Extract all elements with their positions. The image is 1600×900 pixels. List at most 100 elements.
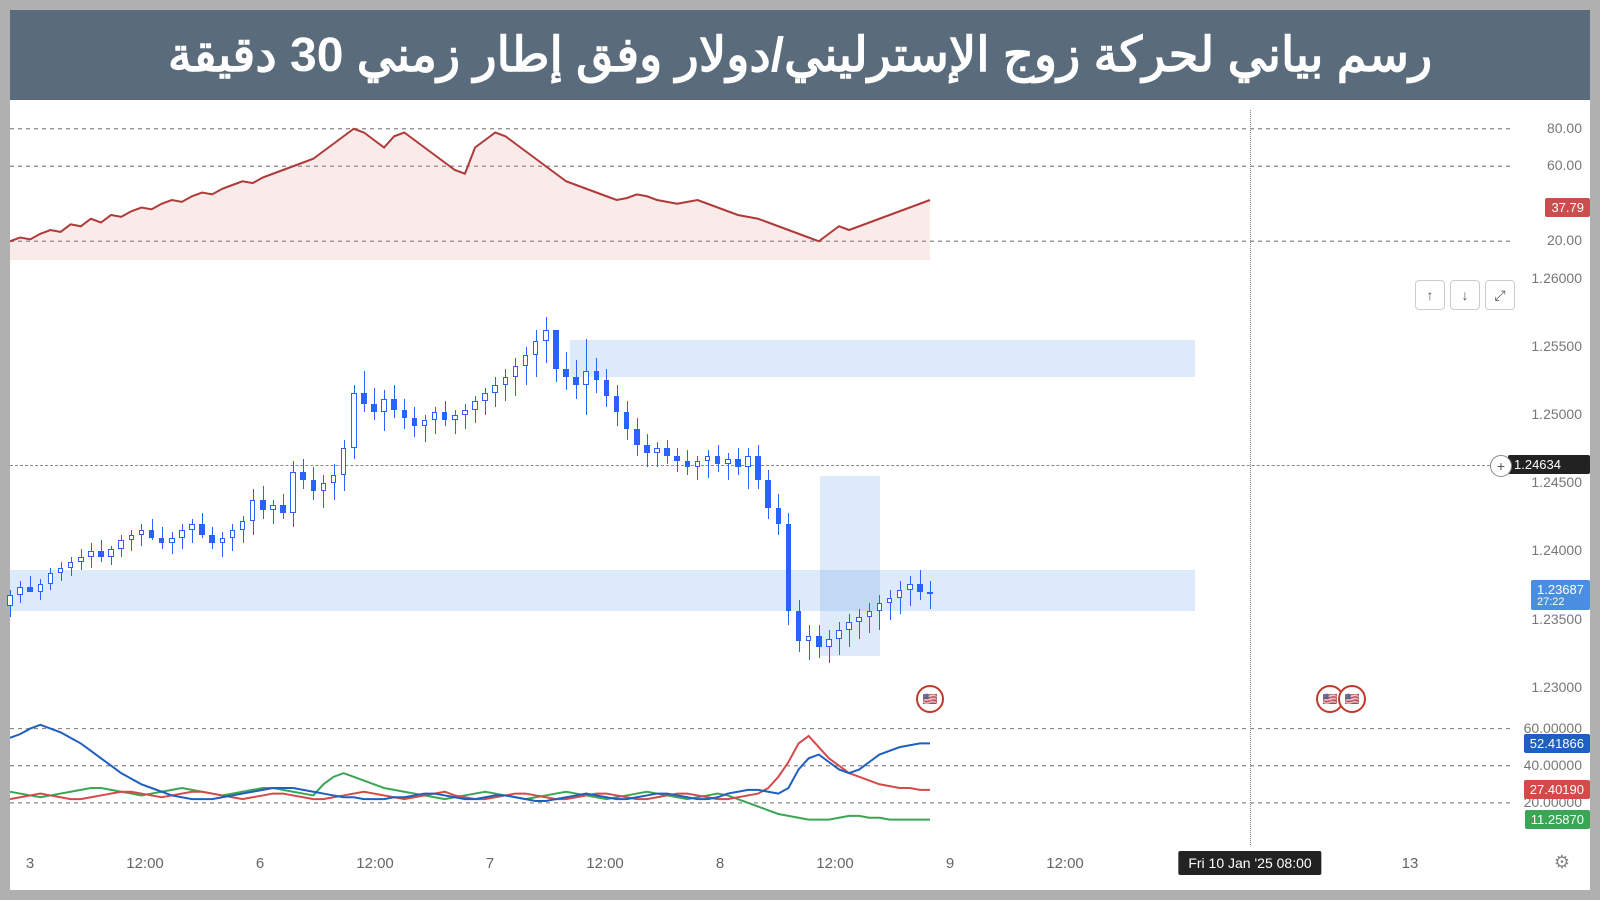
candle-body [230, 530, 236, 538]
candle-body [108, 549, 114, 557]
chart-area[interactable]: ↑ ↓ ⤢ 20.0060.0080.0037.791.260001.25500… [10, 100, 1590, 890]
candle-body [877, 603, 883, 611]
crosshair-time-tag: Fri 10 Jan '25 08:00 [1178, 851, 1321, 875]
candle-wick [192, 519, 193, 544]
candle-body [321, 483, 327, 491]
candle-body [917, 584, 923, 592]
candle-body [715, 456, 721, 464]
candle-body [169, 538, 175, 543]
candle-body [826, 639, 832, 647]
candle-wick [829, 630, 830, 663]
adx-red-tag: 27.40190 [1524, 780, 1590, 799]
chart-title: رسم بياني لحركة زوج الإسترليني/دولار وفق… [168, 27, 1432, 83]
price-tick-label: 1.23500 [1531, 611, 1582, 627]
x-tick-label: 13 [1402, 855, 1419, 872]
price-zone [10, 570, 1195, 611]
candle-body [189, 524, 195, 529]
candle-wick [728, 453, 729, 480]
candle-body [391, 399, 397, 410]
scroll-down-button[interactable]: ↓ [1450, 280, 1480, 310]
candle-body [755, 456, 761, 481]
x-tick-label: 8 [716, 855, 724, 872]
candle-body [68, 562, 74, 567]
candle-body [7, 595, 13, 606]
settings-icon[interactable]: ⚙ [1554, 852, 1570, 873]
candle-body [280, 505, 286, 513]
candle-body [442, 412, 448, 420]
rsi-value-tag: 37.79 [1545, 198, 1590, 217]
x-tick-label: 7 [486, 855, 494, 872]
candle-body [371, 404, 377, 412]
candle-wick [657, 442, 658, 467]
candle-wick [748, 448, 749, 489]
scroll-up-button[interactable]: ↑ [1415, 280, 1445, 310]
candle-body [583, 371, 589, 385]
x-axis[interactable]: 312:00612:00712:00812:00912:0013Fri 10 J… [10, 845, 1590, 885]
economic-event-icon[interactable]: 🇺🇸 [916, 685, 944, 713]
candle-wick [697, 456, 698, 481]
chart-title-bar: رسم بياني لحركة زوج الإسترليني/دولار وفق… [10, 10, 1590, 100]
candle-body [472, 401, 478, 409]
adx-line-chart [10, 710, 1510, 840]
y-axis[interactable]: 20.0060.0080.0037.791.260001.255001.2500… [1510, 100, 1590, 845]
candle-body [139, 530, 145, 535]
adx-panel [10, 710, 1510, 840]
candle-body [492, 385, 498, 393]
candle-wick [475, 396, 476, 423]
price-tick-label: 1.25000 [1531, 406, 1582, 422]
price-tick-label: 1.25500 [1531, 338, 1582, 354]
candle-body [573, 377, 579, 385]
candle-body [381, 399, 387, 413]
candle-wick [859, 609, 860, 639]
candle-body [482, 393, 488, 401]
candle-body [604, 380, 610, 396]
candle-body [250, 500, 256, 522]
candle-body [634, 429, 640, 445]
candle-body [695, 461, 701, 466]
candle-body [806, 636, 812, 641]
economic-event-icon[interactable]: 🇺🇸 [1338, 685, 1366, 713]
candle-wick [364, 371, 365, 412]
candle-body [543, 330, 549, 341]
candle-wick [222, 532, 223, 557]
candle-body [38, 584, 44, 592]
candle-body [300, 472, 306, 480]
candle-body [674, 456, 680, 461]
candle-body [907, 584, 913, 589]
candle-wick [141, 524, 142, 546]
candle-body [209, 535, 215, 543]
candle-body [290, 472, 296, 513]
price-tick-label: 1.24000 [1531, 542, 1582, 558]
candle-body [220, 538, 226, 543]
rsi-panel [10, 110, 1510, 260]
price-tick-label: 1.23000 [1531, 679, 1582, 695]
candle-body [624, 412, 630, 428]
x-tick-label: 6 [256, 855, 264, 872]
price-tick-label: 1.26000 [1531, 270, 1582, 286]
candle-body [786, 524, 792, 611]
candle-wick [172, 532, 173, 554]
candle-body [432, 412, 438, 420]
candle-wick [232, 524, 233, 551]
candle-wick [455, 410, 456, 435]
candle-wick [809, 625, 810, 660]
candle-wick [890, 590, 891, 620]
candle-wick [425, 415, 426, 442]
candle-body [836, 630, 842, 638]
candle-body [351, 393, 357, 448]
candle-body [533, 341, 539, 355]
rsi-line-chart [10, 110, 1510, 260]
x-tick-label: 12:00 [126, 855, 164, 872]
add-alert-icon[interactable]: + [1490, 455, 1512, 477]
candle-body [159, 538, 165, 543]
candle-body [361, 393, 367, 404]
candle-wick [708, 450, 709, 477]
candle-body [867, 611, 873, 616]
candle-wick [930, 581, 931, 608]
candle-wick [505, 369, 506, 402]
candle-body [644, 445, 650, 453]
candle-body [88, 551, 94, 556]
candle-body [513, 366, 519, 377]
rsi-tick-label: 80.00 [1547, 120, 1582, 136]
candle-body [594, 371, 600, 379]
